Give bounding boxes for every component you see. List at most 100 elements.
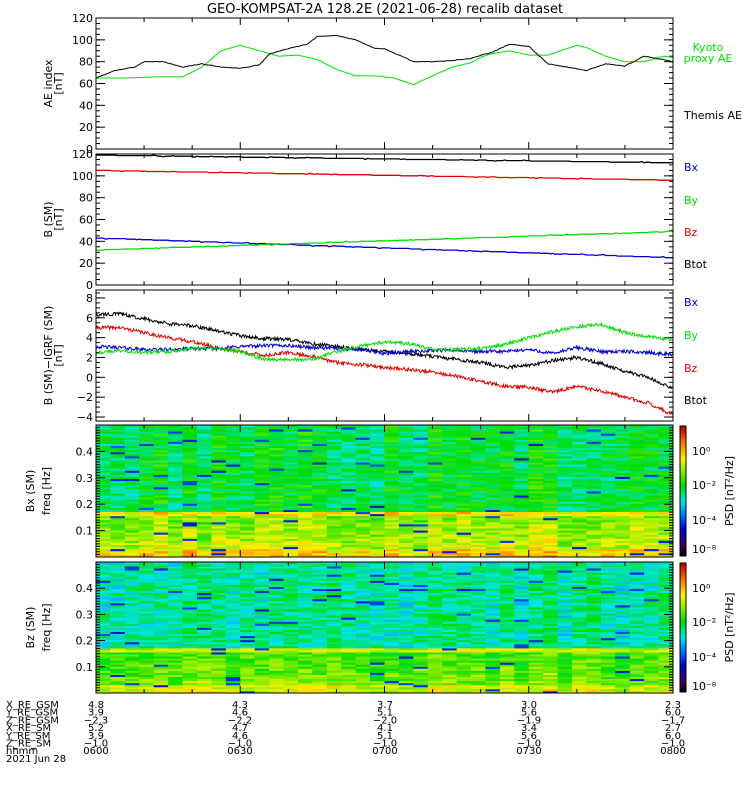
spectrogram-cell [456,684,472,688]
spectrogram-cell [629,480,645,484]
spectrogram-cell [398,639,414,643]
spectrogram-cell [384,676,400,680]
spectrogram-cell [600,524,616,527]
spectrogram-cell [225,468,241,471]
colorbar-segment [680,493,686,496]
spectrogram-cell [283,580,299,583]
spectrogram-cell [211,676,227,680]
spectrogram-cell [124,509,140,513]
spectrogram-cell [427,552,443,556]
spectrogram-cell [196,688,212,692]
spectrogram-cell [168,540,183,543]
spectrogram-cell [211,572,227,575]
spectrogram-cell [427,639,443,643]
spectrogram-cell [456,588,472,592]
spectrogram-cell [139,596,155,600]
spectrogram-cell [153,449,169,453]
spectrogram-cell [297,664,313,667]
spectrogram-cell [211,453,227,457]
spectrogram-cell [182,588,198,592]
spectrogram-cell [269,594,284,598]
spectrogram-cell [528,495,544,498]
spectrogram-cell [341,534,357,537]
spectrogram-cell [182,460,198,463]
spectrogram-cell [456,429,472,432]
spectrogram-cell [139,439,155,442]
spectrogram-cell [485,604,501,608]
spectrogram-cell [283,645,299,649]
spectrogram-cell [211,540,227,543]
spectrogram-cell [572,538,587,541]
spectrogram-cell [153,550,169,554]
spectrogram-cell [456,650,472,653]
spectrogram-cell [168,460,183,463]
spectrogram-cell [168,588,183,592]
spectrogram-cell [514,453,530,457]
spectrogram-cell [413,635,429,639]
spectrogram-cell [297,476,313,480]
spectrogram-cell [370,542,385,546]
spectrogram-cell [168,686,183,690]
spectrogram-cell [370,433,385,436]
spectrogram-cell [168,607,183,610]
spectrogram-cell [168,674,183,678]
spectrogram-cell [182,532,198,535]
spectrogram-cell [398,511,414,515]
spectrogram-cell [96,437,111,440]
spectrogram-cell [96,451,111,455]
spectrogram-cell [413,486,429,490]
spectrogram-cell [370,645,385,649]
spectrogram-cell [124,476,140,480]
spectrogram-cell [124,439,140,442]
spectrogram-cell [557,513,573,517]
spectrogram-cell [499,621,515,624]
spectrogram-cell [211,604,227,608]
spectrogram-cell [312,482,328,486]
spectrogram-cell [283,532,299,535]
spectrogram-cell [413,554,429,558]
spectrogram-cell [370,690,385,694]
spectrogram-cell [269,602,284,606]
spectrogram-cell [644,474,659,477]
spectrogram-cell [384,429,400,432]
spectrogram-cell [557,464,573,467]
spectrogram-cell [254,501,270,504]
spectrogram-cell [586,427,602,430]
spectrogram-cell [168,497,183,500]
spectrogram-cell [572,433,587,436]
spectrogram-cell [124,650,140,653]
spectrogram-cell [153,511,169,515]
spectrogram-cell [153,654,169,657]
spectrogram-cell [427,680,443,684]
spectrogram-cell [124,613,140,616]
spectrogram-cell [644,462,659,465]
spectrogram-cell [240,584,256,587]
spectrogram-cell [370,495,385,498]
spectrogram-cell [341,666,357,669]
spectrogram-cell [485,464,501,467]
spectrogram-cell [153,495,169,498]
spectrogram-cell [297,660,313,663]
spectrogram-cell [211,455,227,459]
y-tick-label: 40 [79,235,93,248]
spectrogram-cell [110,488,126,492]
spectrogram-cell [514,474,530,477]
spectrogram-cell [644,466,659,469]
spectrogram-cell [499,641,515,645]
spectrogram-cell [600,437,616,440]
spectrogram-cell [225,619,241,622]
spectrogram-cell [211,524,227,527]
spectrogram-cell [456,654,472,657]
spectrogram-cell [312,602,328,606]
spectrogram-cell [355,637,371,641]
spectrogram-cell [629,519,645,523]
spectrogram-cell [254,586,270,590]
spectrogram-cell [124,588,140,592]
spectrogram-cell [153,548,169,552]
spectrogram-cell [96,611,111,614]
spectrogram-cell [384,615,400,618]
spectrogram-cell [269,493,284,496]
spectrogram-cell [658,429,674,432]
spectrogram-cell [499,476,515,480]
spectrogram-cell [413,524,429,527]
